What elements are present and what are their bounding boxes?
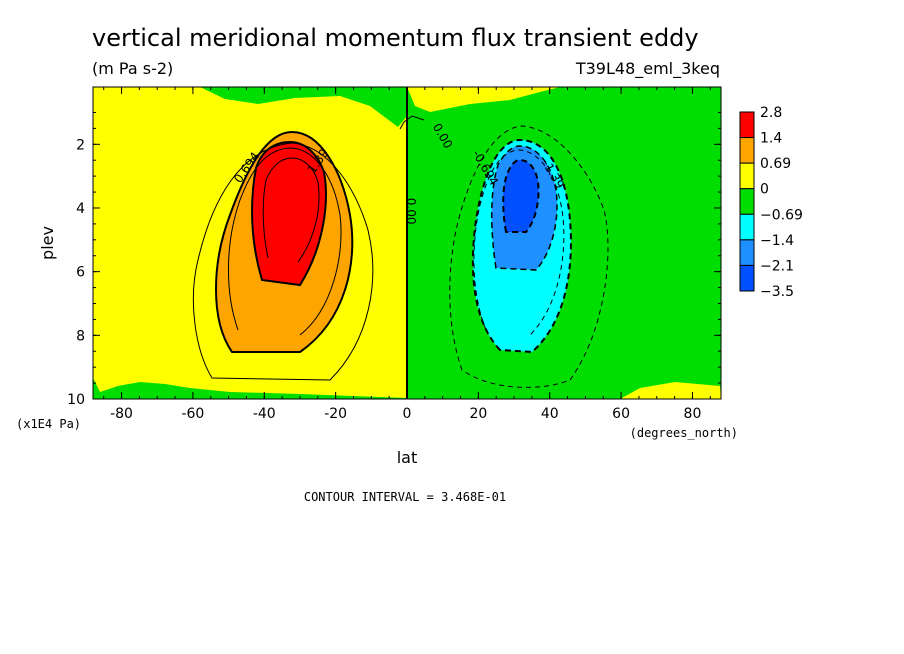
plot-area (93, 87, 721, 399)
x-axis: -80 -60 -40 -20 0 20 40 60 80 (103, 87, 711, 422)
colorbar-label: 2.8 (760, 105, 782, 121)
upper-yellow-patch (407, 87, 560, 112)
y-axis-units: (x1E4 Pa) (16, 417, 81, 431)
nh-surface-yellow (620, 382, 721, 399)
x-tick-label: 40 (541, 406, 559, 422)
y-tick-label: 10 (67, 392, 85, 408)
chart-units: (m Pa s-2) (92, 59, 173, 78)
x-tick-label: 0 (403, 406, 412, 422)
x-tick-label: 80 (684, 406, 702, 422)
upper-green-patch (200, 87, 407, 127)
x-axis-units: (degrees_north) (630, 426, 738, 440)
y-tick-label: 8 (76, 328, 85, 344)
negative-contour-outer (449, 125, 609, 388)
zero-contour-upper (399, 115, 425, 130)
y-tick-label: 2 (76, 137, 85, 153)
x-tick-label: 20 (469, 406, 487, 422)
contour-label: 0.00 (404, 198, 418, 225)
blue-core (502, 158, 540, 233)
colorbar-swatch (739, 188, 755, 215)
y-axis: 2 4 6 8 10 (67, 111, 721, 408)
colorbar-swatch (739, 162, 755, 190)
positive-contour-mid (228, 147, 342, 336)
red-core (251, 140, 327, 287)
x-tick-label: -20 (324, 406, 347, 422)
colorbar-label: 0.69 (760, 156, 791, 172)
chart-title: vertical meridional momentum flux transi… (92, 24, 699, 52)
colorbar-label: −0.69 (760, 207, 803, 223)
x-tick-label: -40 (253, 406, 276, 422)
sh-surface-green (93, 378, 407, 399)
colorbar-label: −2.1 (760, 258, 794, 274)
x-axis-label: lat (397, 448, 418, 467)
colorbar-label: 1.4 (760, 131, 782, 147)
x-tick-label: -60 (181, 406, 204, 422)
colorbar-label: −1.4 (760, 233, 794, 249)
positive-contour-outer (192, 142, 374, 381)
contour-interval: CONTOUR INTERVAL = 3.468E-01 (304, 490, 506, 504)
positive-contour-inner (262, 157, 320, 263)
colorbar-label: −3.5 (760, 284, 794, 300)
colorbar-swatch (739, 239, 755, 266)
colorbar-swatch (739, 213, 755, 241)
colorbar: 2.8 1.4 0.69 0 −0.69 −1.4 −2.1 −3.5 (739, 105, 803, 300)
colorbar-swatch (739, 264, 755, 292)
negative-contour-mid (473, 149, 565, 336)
x-tick-label: 60 (612, 406, 630, 422)
y-axis-label: plev (38, 226, 57, 260)
colorbar-swatch (739, 111, 755, 139)
y-tick-label: 4 (76, 201, 85, 217)
colorbar-swatch (739, 137, 755, 164)
x-tick-label: -80 (110, 406, 133, 422)
colorbar-label: 0 (760, 182, 769, 198)
run-label: T39L48_eml_3keq (575, 59, 720, 79)
y-tick-label: 6 (76, 265, 85, 281)
